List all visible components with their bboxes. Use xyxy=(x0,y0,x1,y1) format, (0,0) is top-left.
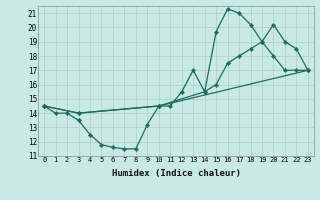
X-axis label: Humidex (Indice chaleur): Humidex (Indice chaleur) xyxy=(111,169,241,178)
